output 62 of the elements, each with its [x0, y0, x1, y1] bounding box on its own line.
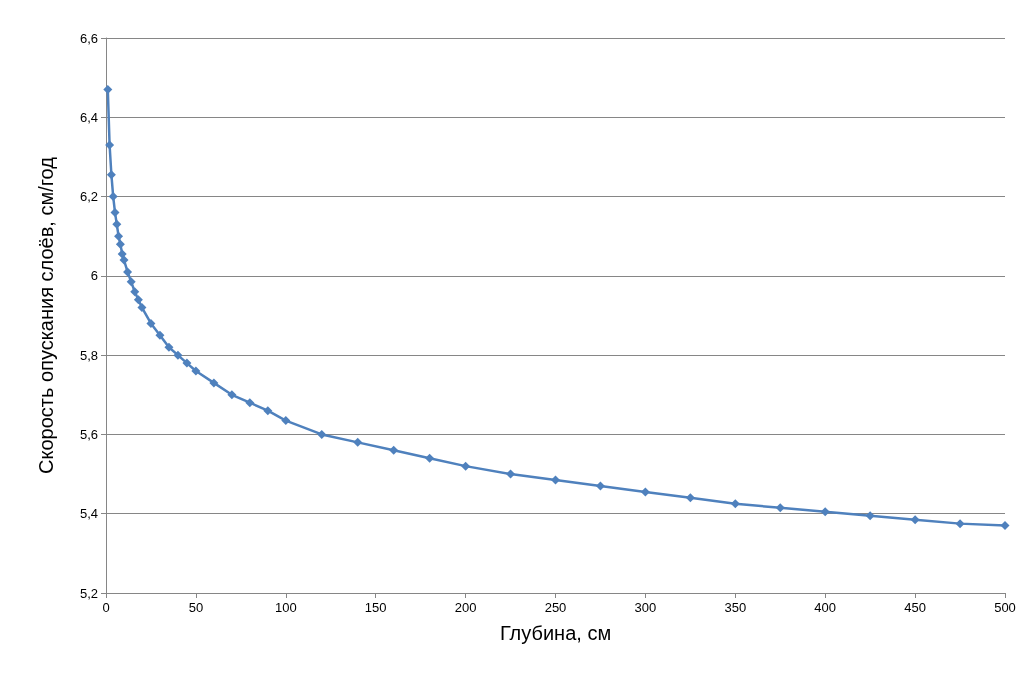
- point: [227, 390, 237, 400]
- x-tick-label: 200: [454, 600, 477, 615]
- point: [123, 267, 133, 277]
- point: [389, 445, 399, 455]
- x-tick-label: 400: [814, 600, 837, 615]
- point: [461, 461, 471, 471]
- point: [155, 330, 165, 340]
- point: [685, 493, 695, 503]
- point: [640, 487, 650, 497]
- x-tick-label: 100: [274, 600, 297, 615]
- y-tick-label: 5,2: [79, 585, 98, 601]
- point: [130, 287, 140, 297]
- x-tick-label: 350: [724, 600, 747, 615]
- point: [730, 499, 740, 509]
- x-axis-title: Глубина, см: [499, 622, 612, 644]
- x-tick-label: 500: [994, 600, 1016, 615]
- x-tick-label: 300: [634, 600, 657, 615]
- point: [910, 515, 920, 525]
- point: [182, 358, 192, 368]
- y-tick-label: 6: [90, 268, 98, 284]
- point: [506, 469, 516, 479]
- y-tick-label: 5,8: [79, 347, 98, 363]
- point: [114, 231, 124, 241]
- point: [106, 170, 116, 180]
- point: [173, 350, 183, 360]
- point: [595, 481, 605, 491]
- point: [191, 366, 201, 376]
- point: [110, 207, 120, 217]
- point: [209, 378, 219, 388]
- y-tick-label: 5,4: [79, 506, 98, 522]
- point: [820, 507, 830, 517]
- point: [353, 437, 363, 447]
- point: [551, 475, 560, 485]
- point: [281, 416, 291, 426]
- point: [133, 295, 143, 305]
- x-tick-label: 250: [544, 600, 567, 615]
- x-tick-label: 150: [364, 600, 387, 615]
- y-tick-label: 5,6: [79, 426, 98, 442]
- y-tick-label: 6,2: [79, 189, 98, 205]
- point: [108, 192, 118, 202]
- point: [112, 219, 122, 229]
- y-axis-title: Скорость опускания слоёв, см/год: [35, 156, 57, 474]
- point: [775, 503, 785, 513]
- x-tick-label: 0: [102, 600, 110, 615]
- point: [263, 406, 273, 416]
- y-tick-label: 6,4: [79, 109, 98, 125]
- point: [425, 453, 435, 463]
- point: [865, 511, 875, 521]
- point: [146, 318, 156, 328]
- point: [1000, 521, 1010, 531]
- point: [317, 429, 327, 439]
- point: [245, 398, 255, 408]
- x-tick-label: 450: [904, 600, 926, 615]
- point: [126, 277, 136, 287]
- point: [164, 342, 174, 352]
- x-tick-label: 50: [188, 600, 204, 615]
- point: [105, 140, 115, 150]
- y-tick-label: 6,6: [79, 30, 98, 46]
- point: [137, 303, 147, 313]
- point: [119, 255, 129, 265]
- point: [955, 519, 965, 529]
- point: [115, 239, 125, 249]
